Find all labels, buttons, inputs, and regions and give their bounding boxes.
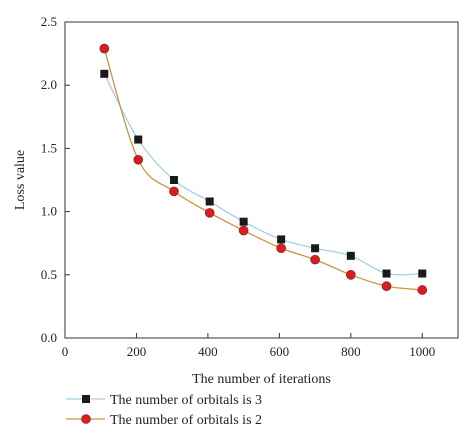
data-point-square bbox=[205, 197, 214, 206]
data-point-circle bbox=[346, 269, 356, 280]
data-point-circle bbox=[204, 208, 215, 218]
x-tick-label: 200 bbox=[127, 344, 147, 359]
data-point-circle bbox=[99, 43, 110, 54]
x-tick-label: 600 bbox=[270, 344, 290, 359]
y-tick-label: 2.0 bbox=[41, 77, 57, 92]
legend-item-series-1: The number of orbitals is 3 bbox=[66, 393, 262, 408]
data-point-square bbox=[277, 235, 286, 244]
legend-label-series-1: The number of orbitals is 3 bbox=[110, 393, 262, 408]
x-tick-label: 1000 bbox=[409, 344, 435, 359]
series-line-1 bbox=[103, 73, 423, 276]
data-point-circle bbox=[169, 186, 179, 197]
x-tick-label: 0 bbox=[62, 344, 69, 359]
series-1 bbox=[100, 69, 427, 278]
data-point-square bbox=[346, 251, 355, 260]
data-point-square bbox=[239, 217, 248, 226]
y-tick-label: 1.5 bbox=[41, 140, 57, 155]
x-tick-label: 400 bbox=[198, 344, 218, 359]
legend-marker-series-2 bbox=[81, 414, 91, 424]
y-tick-label: 0.0 bbox=[41, 330, 57, 345]
series-layer bbox=[99, 43, 428, 295]
y-axis-ticks: 0.0 0.5 1.0 1.5 2.0 2.5 bbox=[41, 14, 70, 345]
data-point-square bbox=[311, 244, 320, 253]
data-point-circle bbox=[238, 225, 249, 236]
y-tick-label: 2.5 bbox=[41, 14, 57, 29]
series-2 bbox=[99, 43, 428, 295]
legend-item-series-2: The number of orbitals is 2 bbox=[66, 413, 262, 428]
data-point-square bbox=[418, 269, 427, 278]
legend-label-series-2: The number of orbitals is 2 bbox=[110, 413, 262, 428]
data-point-circle bbox=[133, 154, 144, 165]
y-axis-title: Loss value bbox=[13, 150, 28, 210]
legend: The number of orbitals is 3 The number o… bbox=[66, 393, 262, 428]
data-point-square bbox=[134, 135, 143, 144]
y-tick-label: 0.5 bbox=[41, 267, 57, 282]
data-point-square bbox=[100, 69, 109, 78]
data-point-circle bbox=[381, 281, 392, 291]
data-point-circle bbox=[276, 243, 286, 254]
x-axis-ticks: 0 200 400 600 800 1000 bbox=[62, 333, 435, 359]
plot-frame bbox=[64, 21, 459, 339]
data-point-circle bbox=[417, 285, 428, 295]
plot-border bbox=[64, 21, 459, 339]
data-point-circle bbox=[310, 254, 320, 265]
y-tick-label: 1.0 bbox=[41, 204, 57, 219]
series-line-2 bbox=[103, 48, 423, 291]
x-axis-title: The number of iterations bbox=[192, 372, 331, 387]
x-tick-label: 800 bbox=[341, 344, 361, 359]
data-point-square bbox=[382, 269, 391, 278]
data-point-square bbox=[169, 176, 178, 184]
legend-marker-series-1 bbox=[82, 395, 90, 403]
